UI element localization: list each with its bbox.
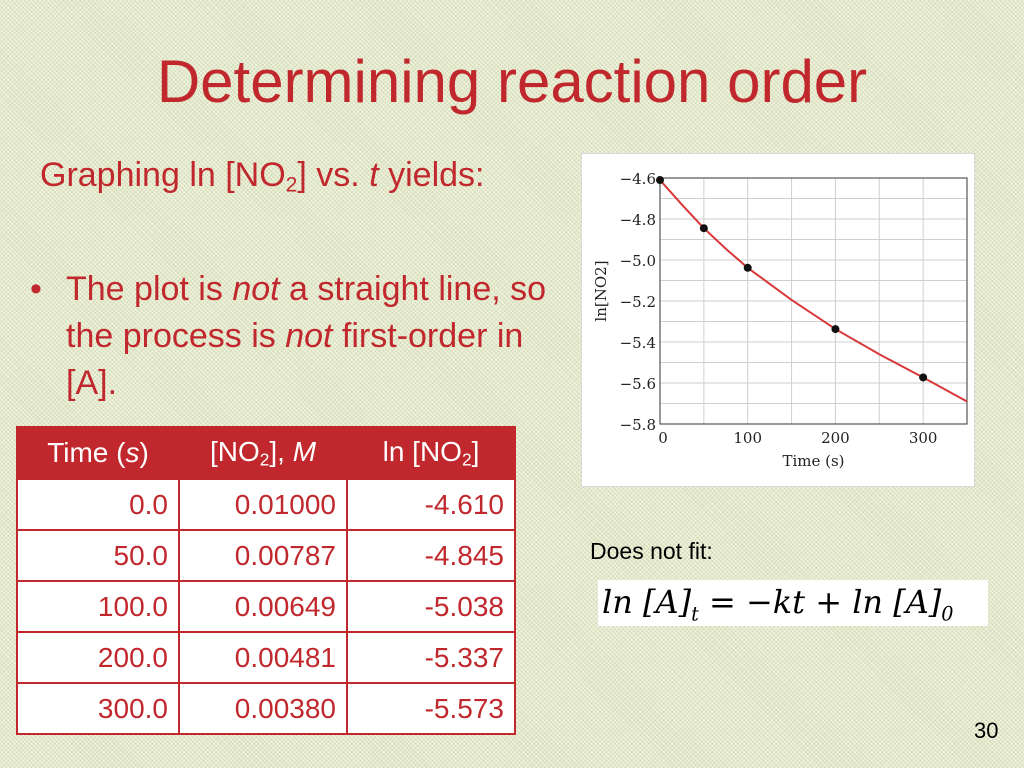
subtitle-mid: ] vs. xyxy=(297,156,370,194)
header-conc-sub: 2 xyxy=(259,449,270,470)
table-row: 100.0 0.00649 -5.038 xyxy=(16,580,516,633)
header-time: Time (s) xyxy=(16,426,180,480)
table-row: 0.0 0.01000 -4.610 xyxy=(16,478,516,531)
subtitle-post: yields: xyxy=(378,156,485,194)
header-conc-unit: M xyxy=(292,435,317,467)
header-ln-sub: 2 xyxy=(461,449,472,470)
subtitle-pre: Graphing ln [NO xyxy=(40,156,286,194)
does-not-fit-label: Does not fit: xyxy=(590,538,713,564)
y-axis-label: ln[NO2] xyxy=(592,260,610,321)
cell-ln: -5.337 xyxy=(346,631,516,684)
cell-ln: -5.573 xyxy=(346,682,516,735)
header-concentration: [NO2], M xyxy=(178,426,348,480)
chart-svg: −4.6 −4.8 −5.0 −5.2 −5.4 −5.6 −5.80 100 200 300 Ti… xyxy=(592,170,968,470)
data-point xyxy=(699,224,708,233)
header-ln: ln [NO2] xyxy=(346,426,516,480)
cell-concentration: 0.00787 xyxy=(178,529,348,582)
y-tick-label: −4.8 xyxy=(620,211,656,229)
plot-frame xyxy=(659,177,968,425)
table-row: 200.0 0.00481 -5.337 xyxy=(16,631,516,684)
first-order-equation: ln [A]t = −kt + ln [A]0 xyxy=(598,580,988,626)
cell-concentration: 0.00481 xyxy=(178,631,348,684)
cell-time: 0.0 xyxy=(16,478,180,531)
cell-time: 300.0 xyxy=(16,682,180,735)
y-tick-label: −5.4 xyxy=(620,334,656,352)
bullet-text: The plot is not a straight line, so the … xyxy=(30,266,550,407)
subtitle-subscript: 2 xyxy=(285,173,298,197)
x-tick-label: 100 xyxy=(733,429,762,447)
subtitle: Graphing ln [NO2] vs. t yields: xyxy=(40,156,484,197)
header-time-unit: s xyxy=(125,437,140,468)
fit-curve xyxy=(659,179,968,403)
header-conc-post: ], xyxy=(269,435,293,467)
cell-ln: -4.610 xyxy=(346,478,516,531)
x-tick-label: 300 xyxy=(909,429,938,447)
data-point xyxy=(743,263,752,272)
ln-no2-chart: −4.6 −4.8 −5.0 −5.2 −5.4 −5.6 −5.8 0 100 200 300 Ti… xyxy=(581,153,975,487)
cell-concentration: 0.00380 xyxy=(178,682,348,735)
bullet-emphasis-2: not xyxy=(285,316,333,355)
cell-ln: -5.038 xyxy=(346,580,516,633)
x-axis-label: Time (s) xyxy=(782,452,844,470)
cell-ln: -4.845 xyxy=(346,529,516,582)
table-header-row: Time (s) [NO2], M ln [NO2] xyxy=(16,426,516,480)
header-ln-pre: ln [NO xyxy=(382,435,462,467)
y-tick-label: −5.8 xyxy=(620,416,656,434)
y-tick-label: −5.6 xyxy=(620,375,656,393)
cell-concentration: 0.00649 xyxy=(178,580,348,633)
bullet-point: • The plot is not a straight line, so th… xyxy=(30,266,550,407)
x-tick-label: 0 xyxy=(658,429,668,447)
bullet-marker: • xyxy=(30,270,42,308)
x-tick-label: 200 xyxy=(821,429,850,447)
data-table: Time (s) [NO2], M ln [NO2] 0.0 0.01000 -4.… xyxy=(16,426,516,735)
header-time-pre: Time ( xyxy=(47,437,126,468)
cell-time: 100.0 xyxy=(16,580,180,633)
y-tick-label: −5.0 xyxy=(620,252,656,270)
page-number: 30 xyxy=(974,718,999,743)
bullet-text-1: The plot is xyxy=(66,270,233,308)
data-point xyxy=(831,325,840,334)
data-point xyxy=(656,176,664,185)
subtitle-variable: t xyxy=(369,156,379,194)
cell-concentration: 0.01000 xyxy=(178,478,348,531)
bullet-text-2: a straight line, so the process is xyxy=(66,270,547,355)
y-tick-label: −4.6 xyxy=(620,170,656,188)
table-row: 50.0 0.00787 -4.845 xyxy=(16,529,516,582)
table-row: 300.0 0.00380 -5.573 xyxy=(16,682,516,735)
y-tick-label: −5.2 xyxy=(620,293,656,311)
slide-title: Determining reaction order xyxy=(156,48,868,115)
data-point xyxy=(919,373,928,382)
bullet-emphasis-1: not xyxy=(232,270,280,308)
bullet-text-3: first-order in [A]. xyxy=(66,316,524,402)
equation-subscript: t xyxy=(691,602,699,626)
header-ln-post: ] xyxy=(471,435,480,467)
equation-subscript: 0 xyxy=(941,602,954,626)
cell-time: 50.0 xyxy=(16,529,180,582)
header-time-post: ) xyxy=(139,437,149,468)
header-conc-pre: [NO xyxy=(209,435,260,467)
cell-time: 200.0 xyxy=(16,631,180,684)
